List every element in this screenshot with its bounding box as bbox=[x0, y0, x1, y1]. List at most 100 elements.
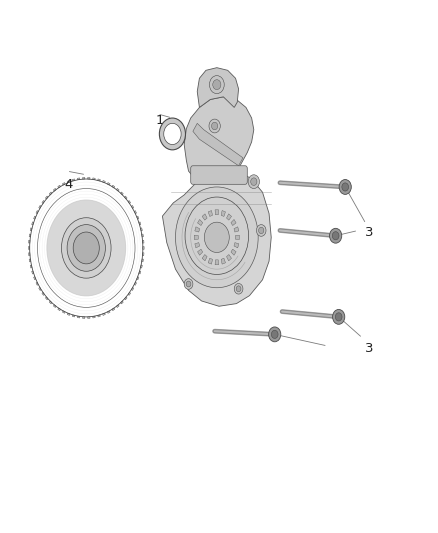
Polygon shape bbox=[29, 259, 31, 262]
Polygon shape bbox=[107, 311, 110, 313]
Polygon shape bbox=[194, 235, 198, 239]
Polygon shape bbox=[231, 220, 236, 225]
Circle shape bbox=[258, 227, 264, 233]
Polygon shape bbox=[198, 220, 203, 225]
Polygon shape bbox=[193, 123, 243, 166]
Polygon shape bbox=[58, 308, 60, 311]
Polygon shape bbox=[226, 255, 232, 261]
Polygon shape bbox=[142, 253, 144, 256]
Circle shape bbox=[336, 313, 342, 321]
Circle shape bbox=[67, 224, 106, 271]
Circle shape bbox=[159, 118, 185, 150]
Polygon shape bbox=[202, 214, 207, 220]
Polygon shape bbox=[28, 247, 30, 249]
Circle shape bbox=[186, 281, 191, 287]
Polygon shape bbox=[128, 292, 131, 295]
Text: 2: 2 bbox=[226, 93, 234, 106]
Circle shape bbox=[176, 187, 258, 288]
Circle shape bbox=[329, 228, 342, 243]
Polygon shape bbox=[231, 249, 236, 255]
Polygon shape bbox=[143, 247, 144, 249]
Circle shape bbox=[268, 327, 281, 342]
Circle shape bbox=[184, 279, 193, 289]
Polygon shape bbox=[39, 287, 41, 290]
Polygon shape bbox=[202, 255, 207, 261]
Polygon shape bbox=[53, 305, 56, 308]
Polygon shape bbox=[141, 265, 142, 268]
Polygon shape bbox=[141, 228, 142, 231]
Polygon shape bbox=[112, 308, 115, 311]
Polygon shape bbox=[137, 277, 139, 280]
Circle shape bbox=[236, 286, 241, 292]
Polygon shape bbox=[72, 179, 75, 181]
Polygon shape bbox=[221, 258, 226, 264]
Circle shape bbox=[61, 217, 111, 278]
Polygon shape bbox=[234, 243, 239, 248]
Polygon shape bbox=[131, 205, 134, 208]
Polygon shape bbox=[78, 178, 80, 180]
Polygon shape bbox=[215, 210, 219, 215]
Polygon shape bbox=[93, 178, 95, 180]
Polygon shape bbox=[39, 205, 41, 208]
Polygon shape bbox=[72, 315, 75, 317]
Polygon shape bbox=[195, 243, 200, 248]
Polygon shape bbox=[134, 211, 137, 214]
Polygon shape bbox=[63, 183, 65, 185]
Polygon shape bbox=[34, 216, 36, 219]
Circle shape bbox=[212, 122, 218, 130]
Polygon shape bbox=[137, 216, 139, 219]
Polygon shape bbox=[142, 240, 144, 243]
Polygon shape bbox=[53, 188, 56, 191]
Circle shape bbox=[342, 183, 349, 191]
Polygon shape bbox=[49, 192, 52, 195]
Polygon shape bbox=[120, 192, 123, 195]
Polygon shape bbox=[102, 313, 105, 316]
Polygon shape bbox=[29, 234, 31, 237]
Polygon shape bbox=[78, 316, 80, 318]
Polygon shape bbox=[226, 214, 232, 220]
Polygon shape bbox=[208, 258, 212, 264]
Polygon shape bbox=[120, 301, 123, 304]
Polygon shape bbox=[82, 317, 85, 318]
Circle shape bbox=[332, 232, 339, 240]
Polygon shape bbox=[102, 181, 105, 183]
Polygon shape bbox=[46, 297, 48, 300]
Polygon shape bbox=[128, 200, 131, 204]
Polygon shape bbox=[131, 287, 134, 290]
Polygon shape bbox=[234, 227, 239, 232]
Circle shape bbox=[234, 284, 243, 294]
Polygon shape bbox=[98, 179, 100, 181]
Circle shape bbox=[339, 180, 351, 195]
Circle shape bbox=[47, 200, 125, 296]
Polygon shape bbox=[58, 185, 60, 188]
Text: 1: 1 bbox=[156, 114, 165, 127]
Polygon shape bbox=[208, 211, 212, 216]
Polygon shape bbox=[32, 222, 34, 225]
Text: 3: 3 bbox=[365, 225, 374, 239]
Polygon shape bbox=[88, 317, 90, 318]
Polygon shape bbox=[221, 211, 226, 216]
Polygon shape bbox=[142, 234, 143, 237]
Polygon shape bbox=[139, 222, 141, 225]
Polygon shape bbox=[34, 277, 36, 280]
Polygon shape bbox=[67, 181, 70, 183]
Polygon shape bbox=[117, 188, 119, 191]
Circle shape bbox=[272, 330, 278, 338]
Polygon shape bbox=[46, 196, 48, 199]
Polygon shape bbox=[107, 183, 110, 185]
Polygon shape bbox=[215, 260, 219, 265]
Polygon shape bbox=[63, 311, 65, 313]
Polygon shape bbox=[162, 168, 271, 306]
Polygon shape bbox=[98, 315, 100, 317]
Polygon shape bbox=[30, 265, 32, 268]
Polygon shape bbox=[28, 253, 30, 256]
Polygon shape bbox=[28, 240, 30, 243]
Polygon shape bbox=[82, 177, 85, 179]
Polygon shape bbox=[42, 292, 44, 295]
Polygon shape bbox=[198, 249, 203, 255]
Polygon shape bbox=[88, 177, 90, 179]
Polygon shape bbox=[184, 97, 254, 182]
Circle shape bbox=[256, 224, 266, 236]
Circle shape bbox=[209, 76, 224, 94]
Polygon shape bbox=[139, 271, 141, 274]
